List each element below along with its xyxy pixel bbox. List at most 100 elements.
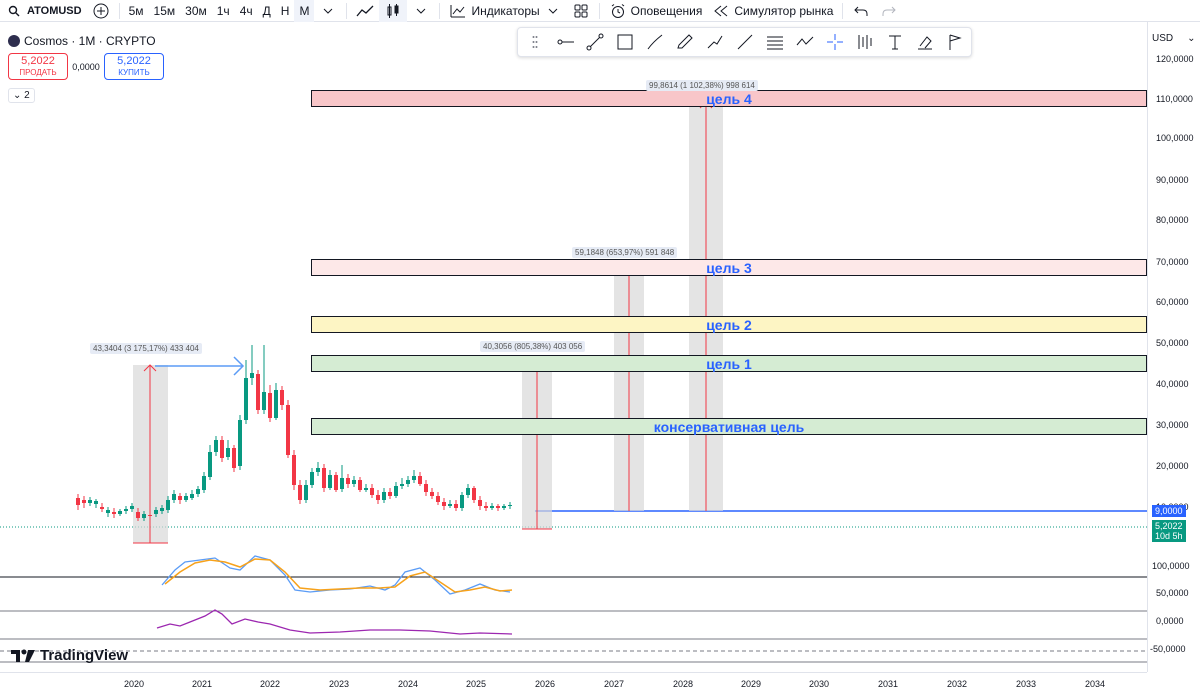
add-symbol-button[interactable] xyxy=(87,0,115,22)
interval-week[interactable]: Н xyxy=(280,3,290,18)
interval-4h[interactable]: 4ч xyxy=(239,3,253,18)
redo-button[interactable] xyxy=(875,0,903,22)
candle-body xyxy=(286,405,290,455)
time-tick: 2026 xyxy=(535,679,556,689)
interval-day[interactable]: Д xyxy=(262,3,271,18)
time-tick: 2022 xyxy=(260,679,281,689)
candle-body xyxy=(178,496,182,500)
time-axis[interactable]: 2020 2021 2022 2023 2024 2025 2026 2027 2028 2029… xyxy=(0,672,1147,695)
rectangle-icon[interactable] xyxy=(614,31,635,53)
candle-body xyxy=(376,495,380,500)
trend-line-icon[interactable] xyxy=(584,31,605,53)
last-price-value: 5,2022 xyxy=(1155,521,1183,531)
horizontal-ray-icon[interactable] xyxy=(554,31,575,53)
buy-label: КУПИТЬ xyxy=(118,68,150,77)
buy-button[interactable]: 5,2022 КУПИТЬ xyxy=(104,53,164,80)
candle-body xyxy=(232,448,236,468)
divider xyxy=(118,2,120,19)
indicators-button[interactable]: Индикаторы xyxy=(444,0,566,22)
last-price-tag: 5,2022 10d 5h xyxy=(1152,520,1186,542)
text-lines-icon[interactable] xyxy=(764,31,785,53)
candle-body xyxy=(262,392,266,410)
zone-target-2-label: цель 2 xyxy=(706,316,752,333)
redo-icon xyxy=(880,2,898,20)
sell-button[interactable]: 5,2022 ПРОДАТЬ xyxy=(8,53,68,80)
candle-body xyxy=(136,512,140,518)
chart-type-dropdown[interactable] xyxy=(407,0,435,22)
eraser-icon[interactable] xyxy=(914,31,935,53)
drag-handle-icon[interactable] xyxy=(524,31,545,53)
price-tick: 50,0000 xyxy=(1156,338,1189,348)
flag-icon[interactable] xyxy=(944,31,965,53)
interval-30m[interactable]: 30м xyxy=(185,3,207,18)
candle-body xyxy=(268,393,272,418)
candle-body xyxy=(148,515,152,516)
candle-body xyxy=(442,502,446,506)
crosshair-icon[interactable] xyxy=(824,31,845,53)
price-chart[interactable] xyxy=(0,22,1147,672)
zone-conservative-target[interactable]: консервативная цель xyxy=(311,418,1147,435)
chevron-down-icon: ⌄ xyxy=(13,90,22,101)
chevron-down-icon xyxy=(544,2,562,20)
top-toolbar: ATOMUSD 5м 15м 30м 1ч 4ч Д Н М Индикатор… xyxy=(0,0,1200,22)
alerts-button[interactable]: Оповещения xyxy=(604,0,708,22)
candle-body xyxy=(184,496,188,500)
candle-body xyxy=(322,468,326,488)
tradingview-logo-icon xyxy=(11,649,35,662)
zone-target-2[interactable]: цель 2 xyxy=(311,316,1147,333)
layout-button[interactable] xyxy=(567,0,595,22)
line-chart-icon xyxy=(356,2,374,20)
candle-body xyxy=(226,448,230,457)
measure-label-1: 43,3404 (3 175,17%) 433 404 xyxy=(90,343,202,354)
legend-title[interactable]: Cosmos · 1M · CRYPTO xyxy=(24,34,156,48)
interval-15m[interactable]: 15м xyxy=(153,3,176,18)
candle-body xyxy=(214,440,218,452)
interval-5m[interactable]: 5м xyxy=(128,3,144,18)
indicators-collapse-button[interactable]: ⌄ 2 xyxy=(8,88,35,103)
candle-body xyxy=(172,494,176,500)
divider xyxy=(346,2,348,19)
candles-button[interactable] xyxy=(379,0,408,22)
price-axis[interactable]: 120,0000 110,0000 100,0000 90,0000 80,00… xyxy=(1147,22,1200,672)
zigzag-icon[interactable] xyxy=(794,31,815,53)
sell-label: ПРОДАТЬ xyxy=(19,68,57,77)
zone-target-3[interactable]: цель 3 xyxy=(311,259,1147,276)
line-chart-button[interactable] xyxy=(351,0,379,22)
bars-pattern-icon[interactable] xyxy=(854,31,875,53)
osc-tick: -50,0000 xyxy=(1150,644,1186,654)
candle-body xyxy=(508,505,512,506)
interval-dropdown[interactable] xyxy=(314,0,342,22)
plus-circle-icon xyxy=(92,2,110,20)
candle-body xyxy=(160,508,164,511)
candle-body xyxy=(244,378,248,420)
alerts-label: Оповещения xyxy=(630,3,703,18)
undo-button[interactable] xyxy=(847,0,875,22)
chevron-down-icon xyxy=(319,2,337,20)
highlighter-icon[interactable] xyxy=(674,31,695,53)
candle-body xyxy=(94,501,98,504)
price-tick: 90,0000 xyxy=(1156,175,1189,185)
price-tick: 120,0000 xyxy=(1156,54,1194,64)
candle-body xyxy=(370,488,374,495)
path-icon[interactable] xyxy=(704,31,725,53)
price-tick: 30,0000 xyxy=(1156,420,1189,430)
interval-month[interactable]: М xyxy=(294,0,315,22)
measure-label-4: 99,8614 (1 102,38%) 998 614 xyxy=(646,80,758,91)
text-icon[interactable] xyxy=(884,31,905,53)
currency-selector[interactable]: USD ⌄ xyxy=(1152,33,1196,44)
symbol-search[interactable]: ATOMUSD xyxy=(0,0,87,22)
candle-body xyxy=(82,500,86,503)
zone-target-4[interactable]: цель 4 xyxy=(311,90,1147,107)
tradingview-logo: TradingView xyxy=(10,647,128,664)
divider xyxy=(598,2,600,19)
replay-button[interactable]: Симулятор рынка xyxy=(707,0,838,22)
osc-tick: 100,0000 xyxy=(1152,561,1190,571)
brush-icon[interactable] xyxy=(644,31,665,53)
candle-body xyxy=(406,480,410,484)
interval-1h[interactable]: 1ч xyxy=(216,3,230,18)
candle-body xyxy=(424,484,428,492)
candle-body xyxy=(382,492,386,500)
candle-body xyxy=(418,476,422,484)
line-icon[interactable] xyxy=(734,31,755,53)
zone-target-1[interactable]: цель 1 xyxy=(311,355,1147,372)
